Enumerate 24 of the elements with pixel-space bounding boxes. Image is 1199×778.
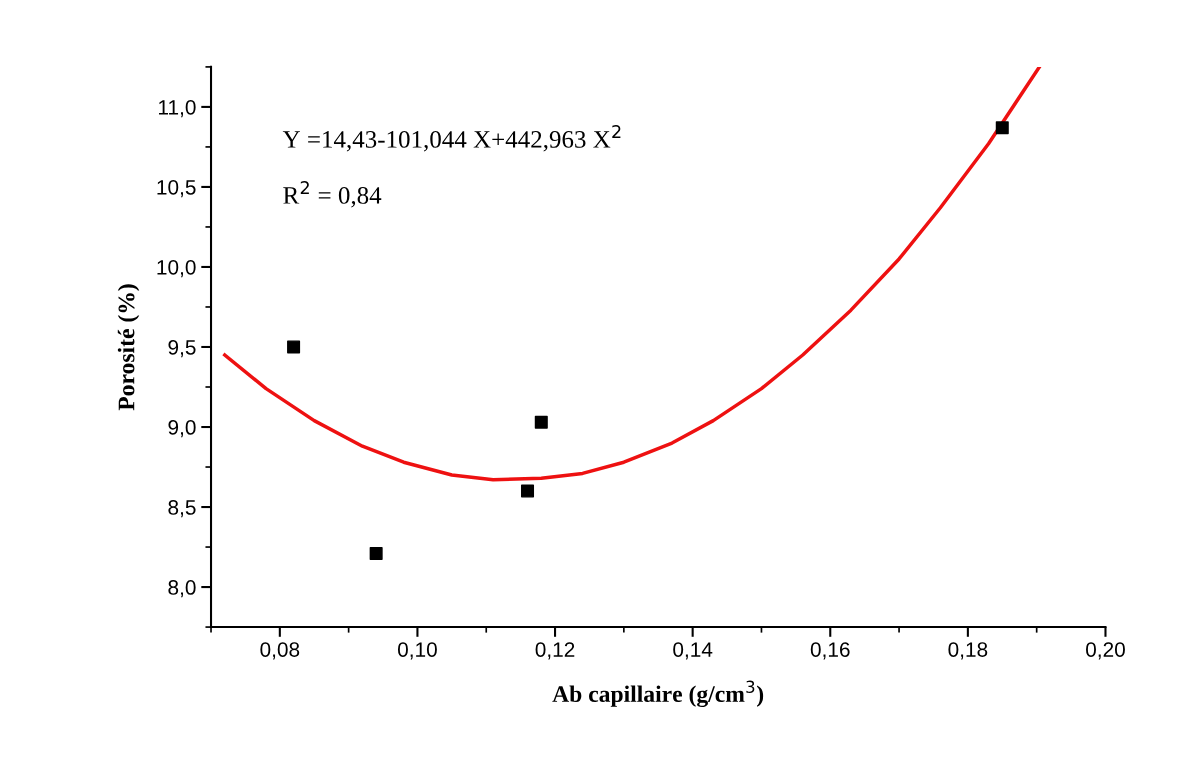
x-tick-label: 0,16 xyxy=(810,642,850,660)
x-tick-label: 0,08 xyxy=(260,642,300,660)
point xyxy=(534,415,548,429)
annotation: R$^{2}$ = 0,84 xyxy=(283,181,382,208)
point xyxy=(287,340,301,354)
y-tick-label: 8,5 xyxy=(168,500,196,518)
y-tick-label: 10,5 xyxy=(157,179,196,198)
x-axis-title: Ab capillaire (g/cm$^{3}$) xyxy=(552,680,764,708)
point xyxy=(995,121,1009,135)
point xyxy=(369,546,383,560)
x-tick-label: 0,18 xyxy=(948,642,988,660)
point xyxy=(521,484,535,498)
annotation: Y =14,43-101,044 X+442,963 X$^{2}$ xyxy=(282,125,621,152)
x-tick-label: 0,14 xyxy=(673,642,713,660)
y-tick-label: 9,5 xyxy=(168,339,196,358)
y-tick-label: 9,0 xyxy=(168,420,196,438)
y-tick-label: 10,0 xyxy=(157,259,196,278)
line-series xyxy=(223,66,1042,482)
y-tick-label: 8,0 xyxy=(168,580,196,598)
y-axis-title: Porosité (%) xyxy=(117,284,140,411)
y-tick-label: 11,0 xyxy=(159,99,196,118)
x-tick-label: 0,12 xyxy=(535,642,575,660)
x-tick-label: 0,20 xyxy=(1086,642,1125,660)
x-tick-label: 0,10 xyxy=(397,642,437,660)
